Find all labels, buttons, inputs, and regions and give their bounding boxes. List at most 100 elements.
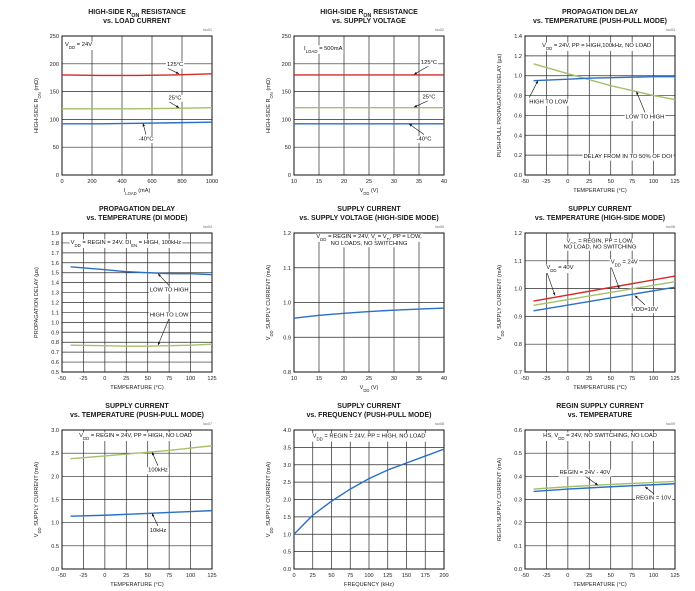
y-tick-label: 0.4 (514, 133, 522, 139)
plot-frame (61, 429, 213, 570)
annotation-arrowhead (158, 273, 161, 277)
chart-subtitle: vs. SUPPLY VOLTAGE (332, 18, 406, 25)
series-line-1 (70, 266, 213, 276)
annotation-backdrop (609, 259, 639, 268)
annotation-text: 100kHz (148, 468, 168, 474)
y-tick-label: 1.0 (51, 320, 59, 326)
annotation-arrowhead (636, 91, 639, 95)
x-tick-label: 150 (402, 573, 411, 579)
annotation-backdrop (542, 432, 658, 441)
annotation-text: VDD = 24V (65, 42, 92, 50)
series-line-1 (533, 275, 676, 302)
annotation-arrowhead (175, 71, 179, 74)
chart-svg: REGIN SUPPLY CURRENT vs. TEMPERATURE toc09… (497, 403, 680, 588)
annotation-backdrop (634, 495, 673, 502)
chart-svg: SUPPLY CURRENT vs. TEMPERATURE (HIGH-SIDE… (497, 206, 680, 391)
annotation-arrowhead (414, 104, 418, 108)
y-tick-label: 250 (282, 34, 291, 40)
x-tick-label: 100 (649, 376, 658, 382)
x-tick-label: 125 (670, 179, 679, 185)
y-tick-label: 0 (56, 173, 59, 179)
x-tick-label: 35 (416, 179, 422, 185)
y-tick-label: 0.8 (51, 340, 59, 346)
annotation-arrowhead (552, 292, 556, 296)
annotation-text: LOW TO HIGH (150, 288, 189, 294)
y-axis-label: PUSH-PULL PROPAGATION DELAY (µs) (497, 54, 503, 158)
annotation-arrowhead (175, 105, 179, 108)
figure-code: toc01 (203, 28, 212, 32)
y-tick-label: 0.7 (51, 350, 59, 356)
x-tick-label: -50 (521, 376, 529, 382)
series-line-1 (70, 445, 213, 460)
x-tick-label: 25 (310, 573, 316, 579)
chart-subtitle: vs. FREQUENCY (PUSH-PULL MODE) (307, 412, 432, 419)
chart-panel-7: SUPPLY CURRENT vs. TEMPERATURE (PUSH-PULL… (0, 394, 232, 591)
chart-panel-5: SUPPLY CURRENT vs. SUPPLY VOLTAGE (HIGH-S… (232, 197, 464, 394)
x-tick-label: 40 (441, 376, 447, 382)
chart-svg: PROPAGATION DELAY vs. TEMPERATURE (PUSH-P… (497, 9, 680, 194)
series-line-2 (533, 76, 675, 82)
annotation-text: -40°C (139, 137, 154, 143)
x-tick-label: 0 (566, 179, 569, 185)
x-axis-label: TEMPERATURE (°C) (573, 188, 627, 194)
annotation-text: ILOAD = 500mA (304, 46, 343, 54)
y-tick-label: 1.6 (51, 261, 59, 267)
y-tick-label: 2.5 (51, 451, 59, 457)
y-axis-label: PROPAGATION DELAY (µs) (34, 267, 40, 338)
annotation-text: 25°C (423, 94, 436, 100)
chart-subtitle: vs. TEMPERATURE (PUSH-PULL MODE) (533, 18, 667, 25)
annotation-text: REGIN = 10V (636, 496, 671, 502)
y-tick-label: 0.0 (51, 567, 59, 573)
y-tick-label: 100 (50, 117, 59, 123)
x-axis-label: VDD (V) (360, 188, 379, 196)
y-tick-label: 0.0 (514, 567, 522, 573)
chart-panel-4: PROPAGATION DELAY vs. TEMPERATURE (DI MOD… (0, 197, 232, 394)
y-axis-label: VDD SUPPLY CURRENT (mA) (34, 462, 42, 538)
annotation-arrowhead (409, 123, 413, 127)
y-tick-label: 150 (282, 90, 291, 96)
chart-subtitle: vs. TEMPERATURE (PUSH-PULL MODE) (70, 412, 204, 419)
series-line-1 (293, 448, 445, 535)
x-tick-label: 200 (87, 179, 96, 185)
y-tick-label: 0.9 (283, 335, 291, 341)
x-tick-label: 30 (391, 376, 397, 382)
x-axis-label: ILOAD (mA) (124, 188, 151, 196)
annotation-backdrop (415, 136, 433, 144)
y-tick-label: 1.4 (514, 34, 522, 40)
annotation-text: VDD = 24V, PP = HIGH,100kHz, NO LOAD (542, 43, 651, 51)
chart-panel-8: SUPPLY CURRENT vs. FREQUENCY (PUSH-PULL M… (232, 394, 464, 591)
y-tick-label: 0.7 (514, 370, 522, 376)
x-tick-label: 50 (608, 179, 614, 185)
y-axis-label: HIGH-SIDE RON (mΩ) (266, 78, 274, 133)
y-tick-label: 1.7 (51, 251, 59, 257)
y-tick-label: 1.4 (51, 281, 59, 287)
x-tick-label: 10 (291, 179, 297, 185)
y-tick-label: 1.5 (51, 498, 59, 504)
x-axis-label: TEMPERATURE (°C) (573, 582, 627, 588)
x-tick-label: 15 (316, 179, 322, 185)
x-tick-label: 10 (291, 376, 297, 382)
annotation-backdrop (303, 45, 344, 54)
annotation-text: 125°C (167, 62, 183, 68)
annotation-leader (546, 271, 556, 296)
figure-code: toc03 (666, 28, 675, 32)
annotation-text: VDD = REGIN = 24V, PP = HIGH, NO LOAD (79, 433, 192, 441)
y-tick-label: 3.0 (283, 463, 291, 469)
y-tick-label: 1.2 (51, 301, 59, 307)
y-tick-label: 250 (50, 34, 59, 40)
x-tick-label: 50 (608, 376, 614, 382)
x-tick-label: 25 (586, 573, 592, 579)
x-tick-label: 0 (292, 573, 295, 579)
figure-code: toc09 (666, 422, 675, 426)
figure-code: toc04 (203, 225, 212, 229)
chart-subtitle: vs. TEMPERATURE (DI MODE) (87, 215, 188, 222)
annotation-backdrop (421, 93, 437, 101)
chart-svg: PROPAGATION DELAY vs. TEMPERATURE (DI MOD… (34, 206, 217, 391)
annotation-text: VDD = 40V (546, 265, 573, 273)
y-tick-label: 1.5 (51, 271, 59, 277)
annotation-text: VDD = 24V (611, 260, 638, 268)
annotation-backdrop (148, 527, 168, 535)
figure-code: toc05 (435, 225, 444, 229)
y-tick-label: 50 (53, 145, 59, 151)
y-tick-label: 0.2 (514, 521, 522, 527)
